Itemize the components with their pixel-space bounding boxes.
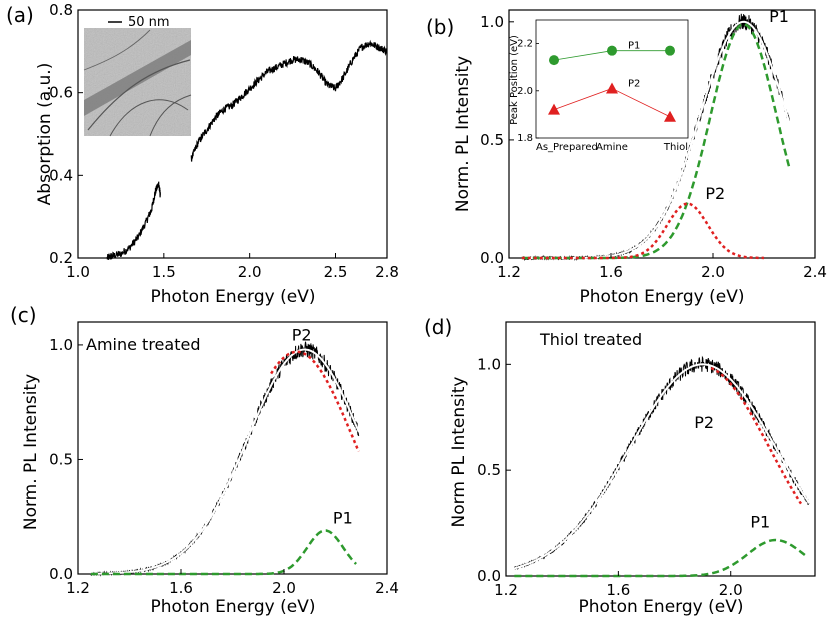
panel-c-frame	[77, 321, 388, 575]
x-tick-label: 1.6	[169, 579, 193, 597]
inset-p1-marker	[607, 45, 617, 56]
scale-bar-label: 50 nm	[128, 15, 170, 30]
inset-p1-marker	[665, 45, 675, 56]
y-tick-label: 0.5	[480, 131, 504, 149]
series-p2-line	[521, 202, 765, 260]
inset-frame	[535, 19, 689, 139]
micrograph-fiber-1	[87, 59, 191, 131]
inset-p1-marker	[549, 55, 559, 66]
y-tick-label: 0.6	[49, 84, 73, 102]
inset-p1-label: P1	[628, 41, 640, 52]
panel-b-frame	[508, 9, 816, 259]
panel-b-xlabel: Photon Energy (eV)	[580, 287, 745, 307]
micrograph-fiber-4	[83, 29, 151, 71]
panel-b-label: (b)	[426, 15, 454, 39]
x-tick-label: 1.0	[66, 263, 90, 281]
peak-annotation-p1: P1	[769, 7, 789, 26]
inset-y-tick-label: 2.0	[517, 86, 533, 97]
inset-y-tick-label: 1.8	[517, 133, 533, 144]
micrograph-fiber-2	[109, 99, 189, 137]
y-tick-label: 0.5	[49, 450, 73, 468]
panel-b-ylabel: Norm. PL Intensity	[453, 56, 473, 212]
panel-d-treatment-label: Thiol treated	[539, 330, 642, 349]
series-p2-line	[710, 366, 802, 505]
x-tick-label: 2.8	[375, 263, 399, 281]
absorption-series-line	[190, 39, 388, 162]
y-tick-label: 1.0	[477, 355, 501, 373]
series-fit-line	[514, 363, 811, 570]
x-tick-label: 1.2	[66, 579, 90, 597]
panel-c-plot	[90, 341, 360, 577]
series-p1-line	[90, 529, 357, 576]
x-tick-label: 1.6	[606, 581, 630, 599]
inset-ylabel: Peak Position (eV)	[509, 35, 520, 125]
series-data-line	[90, 341, 360, 577]
panel-d-ylabel: Norm PL Intensity	[449, 377, 469, 528]
panel-c-treatment-label: Amine treated	[86, 335, 200, 354]
x-tick-label: 2.5	[324, 263, 348, 281]
x-tick-label: 1.2	[497, 263, 521, 281]
x-tick-label: 1.2	[494, 581, 518, 599]
panel-a-plot	[106, 39, 388, 260]
x-tick-label: 2.0	[701, 263, 725, 281]
micrograph-nanobelt	[84, 40, 191, 116]
absorption-series-line	[106, 181, 161, 260]
y-tick-label: 1.0	[480, 13, 504, 31]
inset-category-label: As_Prepared	[536, 142, 598, 153]
panel-c-ylabel: Norm. PL Intensity	[21, 374, 41, 530]
x-tick-label: 1.5	[152, 263, 176, 281]
peak-position-inset: 1.8 2.0 2.2 P1 P2 Peak Position (eV) As_Pre…	[509, 19, 689, 153]
micrograph-inset: 50 nm	[83, 15, 192, 137]
peak-annotation-p2: P2	[694, 413, 714, 432]
panel-d-label: (d)	[424, 315, 452, 339]
x-tick-label: 1.6	[599, 263, 623, 281]
peak-annotation-p2: P2	[292, 325, 312, 344]
panel-c-xlabel: Photon Energy (eV)	[151, 597, 316, 617]
y-tick-label: 0.0	[477, 567, 501, 585]
panel-a-ylabel: Absorption (a.u.)	[35, 63, 55, 206]
inset-p2-label: P2	[628, 78, 640, 89]
panel-a: (a) 1.0 1.5 2.0 2.5 2.8 0.2 0.4 0.6 0.8 Photon E…	[6, 1, 399, 307]
panel-d: (d) 1.2 1.6 2.0 0.0 0.5 1.0 P2 P1 Thiol treated…	[424, 315, 816, 617]
micrograph-fiber-3	[149, 94, 192, 137]
inset-p2-marker	[664, 110, 676, 122]
panel-a-label: (a)	[6, 3, 34, 27]
y-tick-label: 1.0	[49, 336, 73, 354]
inset-category-label: Thiol	[663, 142, 688, 153]
panel-d-xlabel: Photon Energy (eV)	[579, 597, 744, 617]
inset-category-label: Amine	[596, 142, 628, 153]
series-p1-line	[514, 538, 808, 578]
x-tick-label: 2.4	[375, 579, 399, 597]
y-tick-label: 0.4	[49, 166, 73, 184]
y-tick-label: 0.0	[480, 249, 504, 267]
y-tick-label: 0.2	[49, 249, 73, 267]
y-tick-label: 0.0	[49, 565, 73, 583]
panel-b: (b) 1.2 1.6 2.0 2.4 0.0 0.5 1.0 P1 P2 Photon Ene…	[426, 7, 827, 307]
y-tick-label: 0.8	[49, 1, 73, 19]
inset-y-tick-label: 2.2	[517, 39, 533, 50]
x-tick-label: 2.4	[803, 263, 827, 281]
panel-d-frame	[505, 321, 816, 577]
panel-a-xlabel: Photon Energy (eV)	[151, 287, 316, 307]
panel-a-frame	[77, 9, 388, 259]
panel-b-plot	[521, 13, 791, 262]
peak-annotation-p2: P2	[705, 184, 725, 203]
x-tick-label: 2.0	[272, 579, 296, 597]
peak-annotation-p1: P1	[750, 512, 770, 531]
inset-p2-marker	[548, 103, 560, 115]
y-tick-label: 0.5	[477, 461, 501, 479]
series-data-line	[513, 355, 810, 570]
x-tick-label: 2.0	[719, 581, 743, 599]
series-fit-line	[90, 348, 360, 575]
panel-c: (c) 1.2 1.6 2.0 2.4 0.0 0.5 1.0 P2 P1 Amine trea…	[10, 303, 399, 617]
inset-p2-marker	[606, 82, 618, 94]
panel-c-label: (c)	[10, 303, 37, 327]
peak-annotation-p1: P1	[333, 509, 353, 528]
x-tick-label: 2.0	[238, 263, 262, 281]
panel-d-plot	[513, 355, 811, 578]
